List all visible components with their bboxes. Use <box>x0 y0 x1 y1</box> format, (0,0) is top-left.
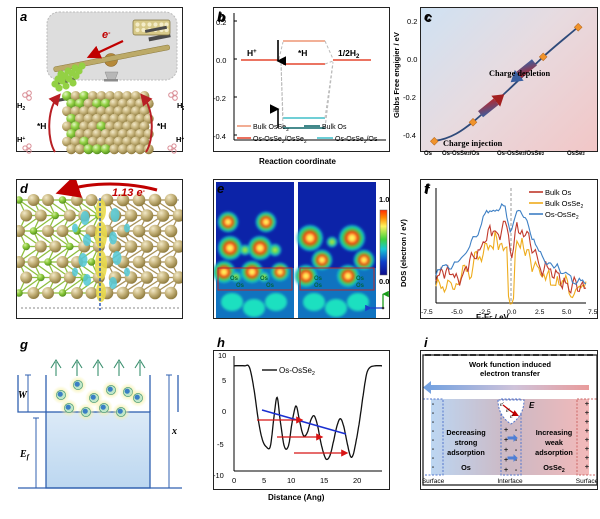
svg-text:Bulk Os: Bulk Os <box>545 188 572 197</box>
svg-text:*H: *H <box>37 121 46 131</box>
svg-text:Surface: Surface <box>576 478 598 485</box>
svg-text:H+: H+ <box>17 135 25 144</box>
svg-text:W: W <box>18 390 28 401</box>
svg-text:Decreasing: Decreasing <box>446 428 485 437</box>
svg-text:Os-OsSe2/OsSe2: Os-OsSe2/OsSe2 <box>253 136 307 145</box>
svg-text:*H: *H <box>298 48 307 58</box>
svg-text:Bulk OsSe2: Bulk OsSe2 <box>253 124 289 133</box>
svg-text:*H: *H <box>157 121 166 131</box>
svg-text:Bulk OsSe2: Bulk OsSe2 <box>545 199 583 210</box>
svg-text:Increasing: Increasing <box>536 428 573 437</box>
svg-text:Os-OsSe2: Os-OsSe2 <box>279 366 315 377</box>
svg-text:strong: strong <box>455 438 478 447</box>
svg-text:H+: H+ <box>247 48 257 58</box>
svg-text:Charge depletion: Charge depletion <box>489 69 550 78</box>
svg-text:Os: Os <box>461 463 471 472</box>
svg-text:+: + <box>504 457 508 464</box>
svg-text:+: + <box>585 444 590 453</box>
svg-text:Ef: Ef <box>19 449 30 461</box>
svg-text:adsorption: adsorption <box>535 448 573 457</box>
svg-text:electron transfer: electron transfer <box>480 369 540 378</box>
svg-text:+: + <box>504 437 508 444</box>
svg-text:E: E <box>529 401 535 410</box>
svg-text:Os-OsSe2: Os-OsSe2 <box>545 210 579 221</box>
svg-text:weak: weak <box>544 438 564 447</box>
svg-text:1.13 e-: 1.13 e- <box>112 187 146 199</box>
svg-text:Os: Os <box>314 283 323 289</box>
svg-text:+: + <box>585 399 590 408</box>
svg-text:1/2H2: 1/2H2 <box>338 48 360 60</box>
svg-text:H2: H2 <box>177 101 184 112</box>
svg-text:Interface: Interface <box>497 478 523 485</box>
svg-text:+: + <box>504 467 508 474</box>
svg-text:+: + <box>585 408 590 417</box>
svg-text:Os: Os <box>230 276 239 282</box>
svg-text:0.0: 0.0 <box>379 277 389 286</box>
svg-text:H+: H+ <box>176 135 184 144</box>
svg-text:H2: H2 <box>17 101 25 112</box>
svg-text:Os: Os <box>314 276 323 282</box>
svg-text:Os-OsSe2/Os: Os-OsSe2/Os <box>335 136 378 145</box>
svg-text:+: + <box>585 453 590 462</box>
svg-text:Os: Os <box>260 276 269 282</box>
svg-text:+: + <box>585 417 590 426</box>
svg-text:+: + <box>585 462 590 471</box>
svg-text:1.0: 1.0 <box>379 195 389 204</box>
svg-text:adsorption: adsorption <box>447 448 485 457</box>
svg-text:Os: Os <box>356 276 365 282</box>
svg-text:Surface: Surface <box>422 478 445 485</box>
svg-text:Os: Os <box>236 283 245 289</box>
svg-text:Os: Os <box>356 283 365 289</box>
svg-text:Bulk Os: Bulk Os <box>322 124 347 131</box>
svg-text:Work function induced: Work function induced <box>469 360 551 369</box>
svg-text:+: + <box>585 435 590 444</box>
svg-text:+: + <box>585 426 590 435</box>
svg-text:+: + <box>504 427 508 434</box>
svg-text:Os: Os <box>266 283 275 289</box>
svg-text:Charge injection: Charge injection <box>443 139 503 148</box>
svg-text:+: + <box>504 447 508 454</box>
svg-text:x: x <box>171 426 177 437</box>
